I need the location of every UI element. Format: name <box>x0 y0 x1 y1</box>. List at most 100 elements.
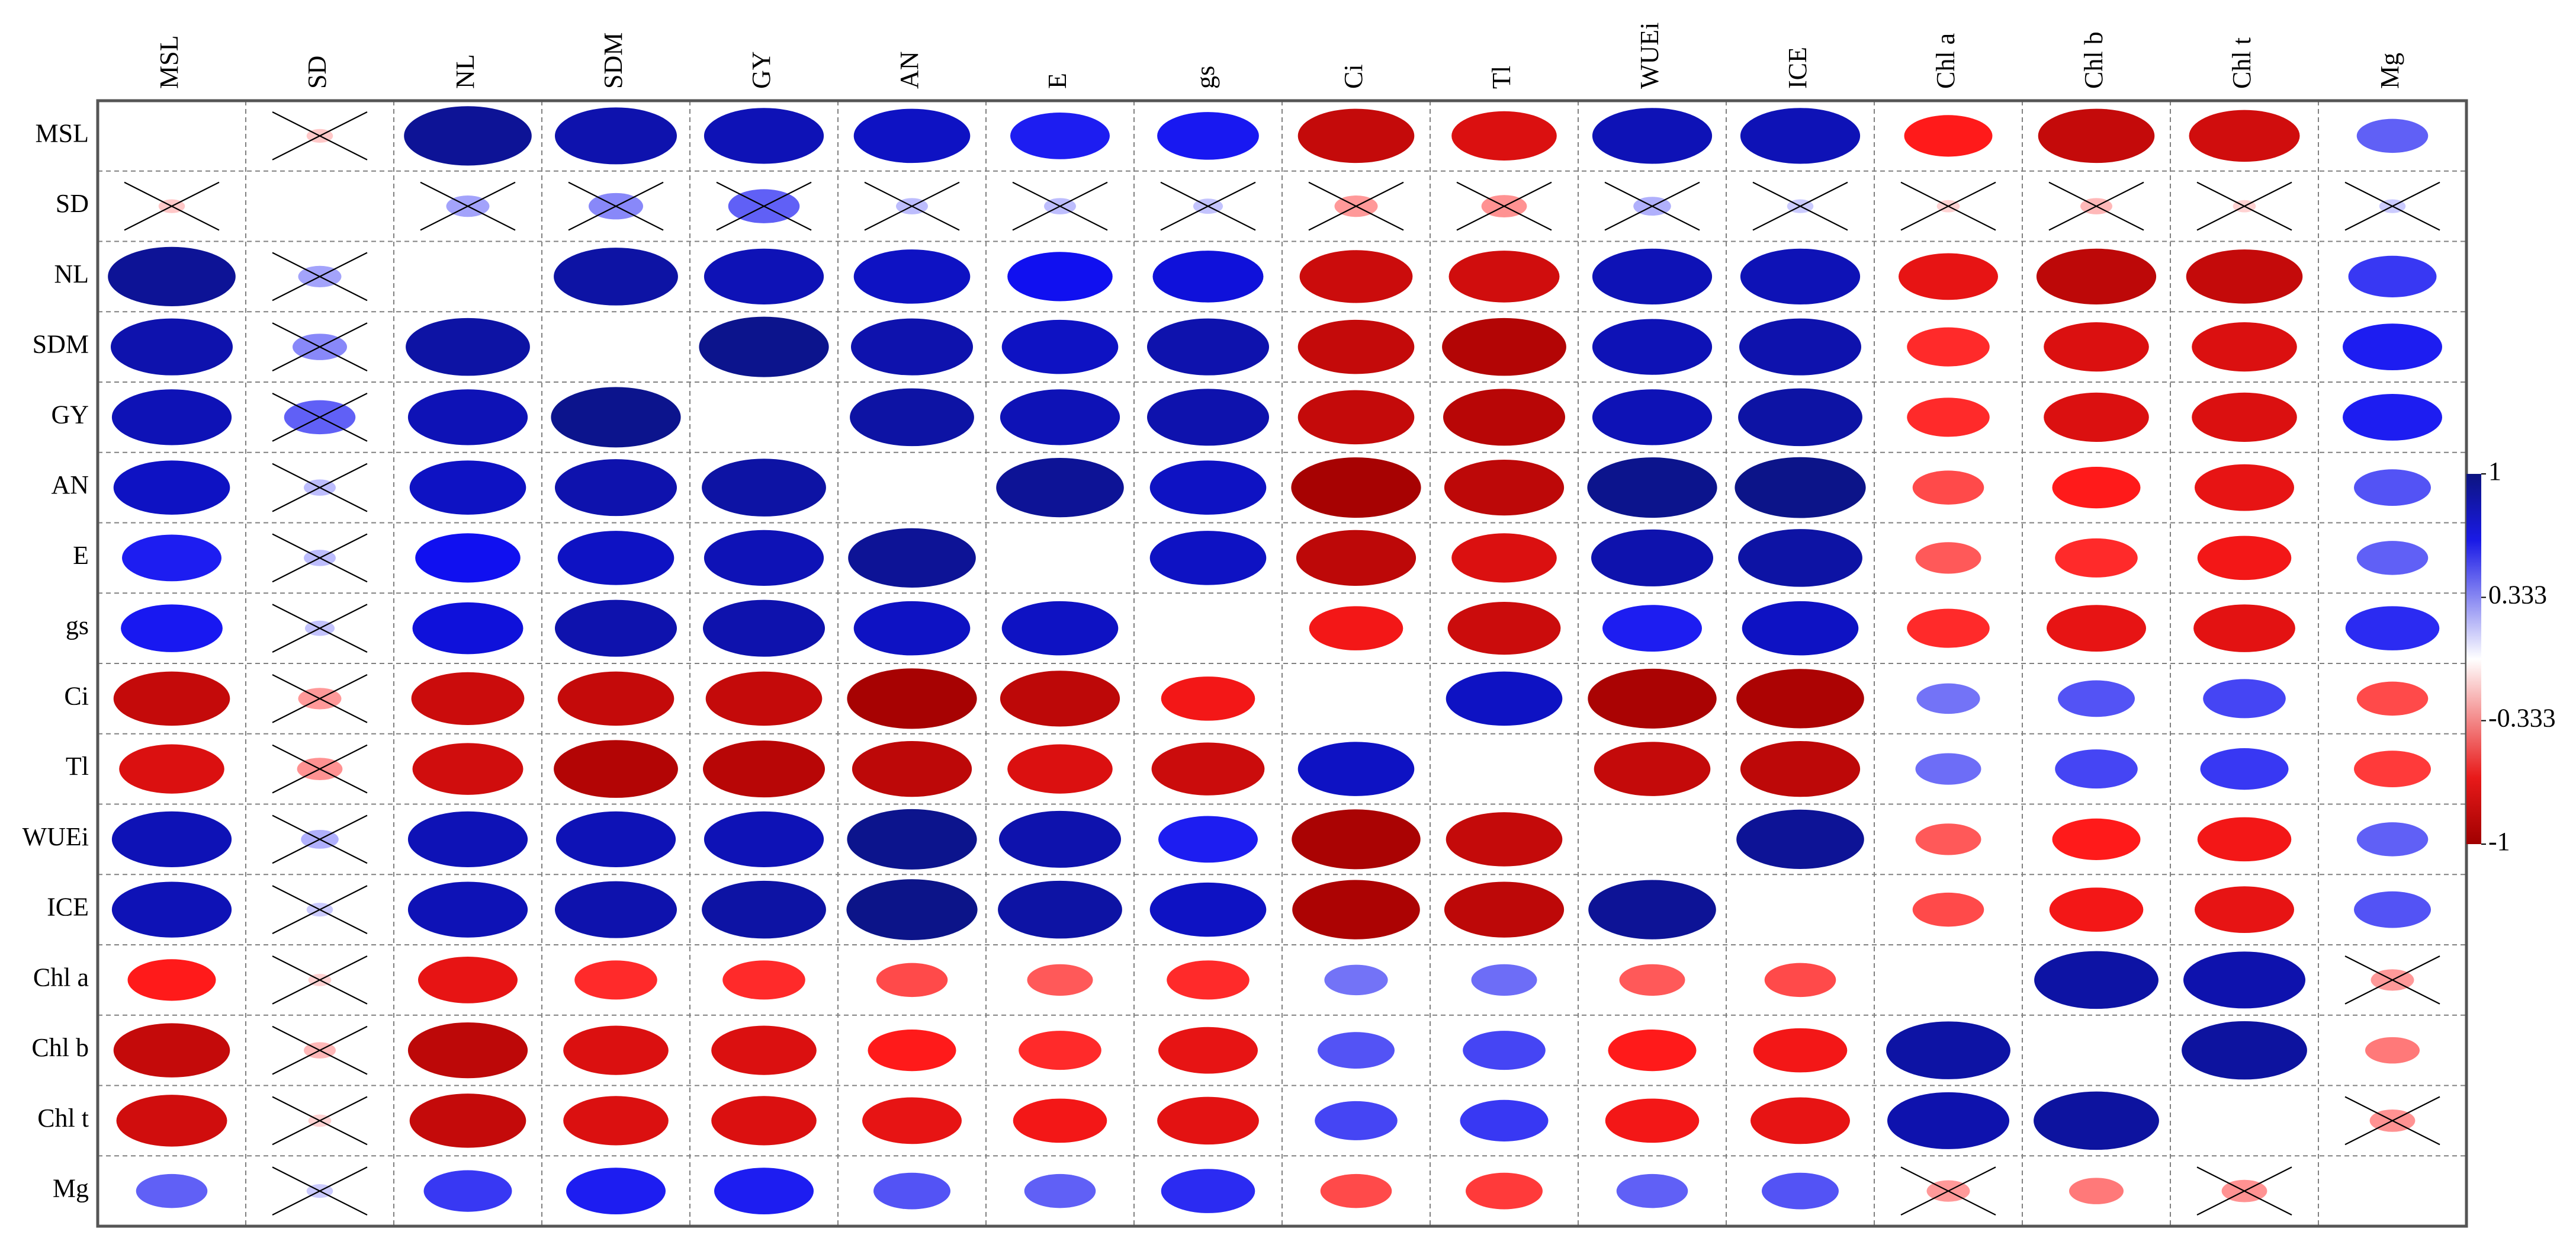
cell-chl-t-e <box>1013 1098 1107 1143</box>
cell-gs-msl <box>121 604 223 652</box>
nonsignificant-cross-line <box>124 181 220 231</box>
correlation-ellipse <box>2052 467 2141 509</box>
nonsignificant-cross-line <box>420 181 516 231</box>
correlation-ellipse <box>1742 601 1859 656</box>
cell-gy-ci <box>1297 390 1415 445</box>
cell-tl-mg <box>2354 751 2431 788</box>
correlation-ellipse <box>116 1095 227 1147</box>
cell-gy-sd <box>272 393 368 442</box>
cell-mg-chl-b <box>2069 1178 2124 1204</box>
cell-ci-nl <box>411 672 525 725</box>
correlation-ellipse <box>2052 818 2141 860</box>
correlation-ellipse <box>853 249 971 304</box>
correlation-ellipse <box>554 248 678 306</box>
correlation-ellipse <box>1292 880 1420 939</box>
cell-mg-chl-a <box>1900 1166 1996 1216</box>
row-label-chl-b: Chl b <box>31 1033 89 1062</box>
correlation-ellipse <box>2034 951 2159 1009</box>
cell-chl-t-ice <box>1750 1097 1850 1144</box>
correlation-ellipse <box>423 1170 512 1212</box>
cell-ice-chl-t <box>2195 886 2294 934</box>
cell-wuei-an <box>847 809 977 870</box>
correlation-ellipse <box>1297 319 1415 374</box>
correlation-ellipse <box>2193 604 2295 652</box>
cell-sdm-msl <box>111 318 233 376</box>
nonsignificant-cross-line <box>272 885 368 934</box>
correlation-ellipse <box>704 108 824 164</box>
col-label-ice: ICE <box>1783 47 1812 89</box>
cell-wuei-chl-t <box>2197 817 2292 862</box>
nonsignificant-cross-line <box>2344 955 2440 1005</box>
cell-msl-chl-b <box>2038 108 2155 163</box>
cell-ice-tl <box>1444 881 1565 938</box>
cell-msl-sd <box>272 111 368 161</box>
cell-tl-e <box>1007 744 1113 794</box>
correlation-ellipse <box>1157 112 1259 160</box>
correlation-ellipse <box>1904 115 1993 157</box>
cell-an-nl <box>409 460 526 515</box>
correlation-ellipse <box>853 108 971 163</box>
col-label-chl-t: Chl t <box>2227 37 2256 89</box>
correlation-ellipse <box>2192 392 2297 442</box>
nonsignificant-cross-line <box>272 252 368 302</box>
cell-sd-chl-b <box>2048 181 2144 231</box>
correlation-ellipse <box>711 1096 817 1146</box>
cell-e-nl <box>415 533 521 583</box>
correlation-ellipse <box>1147 389 1269 446</box>
cell-an-mg <box>2354 469 2431 506</box>
correlation-ellipse <box>1297 390 1415 445</box>
correlation-ellipse <box>2348 255 2437 297</box>
correlation-ellipse <box>1292 809 1421 870</box>
cell-sd-an <box>864 181 960 231</box>
cell-nl-ci <box>1299 250 1413 303</box>
nonsignificant-cross-line <box>272 814 368 864</box>
cell-chl-a-msl <box>127 959 216 1001</box>
cell-ice-an <box>846 879 978 941</box>
cell-ice-ci <box>1292 880 1420 939</box>
correlation-ellipse <box>2038 108 2155 163</box>
correlation-ellipse <box>1152 251 1264 303</box>
correlation-ellipse <box>122 534 221 582</box>
correlation-ellipse <box>1460 1099 1549 1141</box>
correlation-ellipse <box>1013 1098 1107 1143</box>
correlation-ellipse <box>714 1168 814 1215</box>
cell-wuei-sd <box>272 814 368 864</box>
correlation-ellipse <box>412 743 523 795</box>
cell-chl-t-an <box>862 1097 962 1144</box>
cell-nl-wuei <box>1592 248 1713 304</box>
correlation-ellipse <box>1608 1030 1697 1072</box>
correlation-ellipse <box>563 1096 669 1146</box>
cell-msl-sdm <box>555 107 677 165</box>
cell-ice-sdm <box>555 881 677 938</box>
cell-gs-gy <box>703 599 825 657</box>
nonsignificant-cross-line <box>1900 1166 1996 1216</box>
cell-chl-t-wuei <box>1605 1098 1700 1143</box>
correlation-ellipse <box>406 318 530 376</box>
correlation-ellipse <box>703 599 825 657</box>
cell-ci-sdm <box>557 671 674 726</box>
colorbar-gradient <box>2466 474 2481 844</box>
cell-chl-a-nl <box>418 956 518 1003</box>
correlation-ellipse <box>2197 535 2292 581</box>
correlation-ellipse <box>2343 323 2442 371</box>
cell-tl-gs <box>1151 742 1265 796</box>
cell-tl-ice <box>1740 741 1861 797</box>
correlation-ellipse <box>407 881 528 938</box>
correlation-ellipse <box>555 459 677 517</box>
cell-ci-e <box>1000 671 1120 727</box>
correlation-ellipse <box>1024 1173 1096 1208</box>
cell-nl-sdm <box>554 248 678 306</box>
correlation-ellipse <box>111 389 232 445</box>
correlation-ellipse <box>2069 1178 2124 1204</box>
nonsignificant-cross-line <box>1900 181 1996 231</box>
cell-sdm-ci <box>1297 319 1415 374</box>
nonsignificant-cross-line <box>272 463 368 512</box>
correlation-ellipse <box>699 316 829 377</box>
correlation-ellipse <box>555 811 676 867</box>
col-label-msl: MSL <box>155 36 184 89</box>
cell-ci-gy <box>705 671 823 726</box>
correlation-ellipse <box>1027 964 1093 996</box>
correlation-ellipse <box>1736 669 1864 729</box>
cell-chl-b-sd <box>272 1025 368 1075</box>
nonsignificant-cross-line <box>2196 1166 2292 1216</box>
